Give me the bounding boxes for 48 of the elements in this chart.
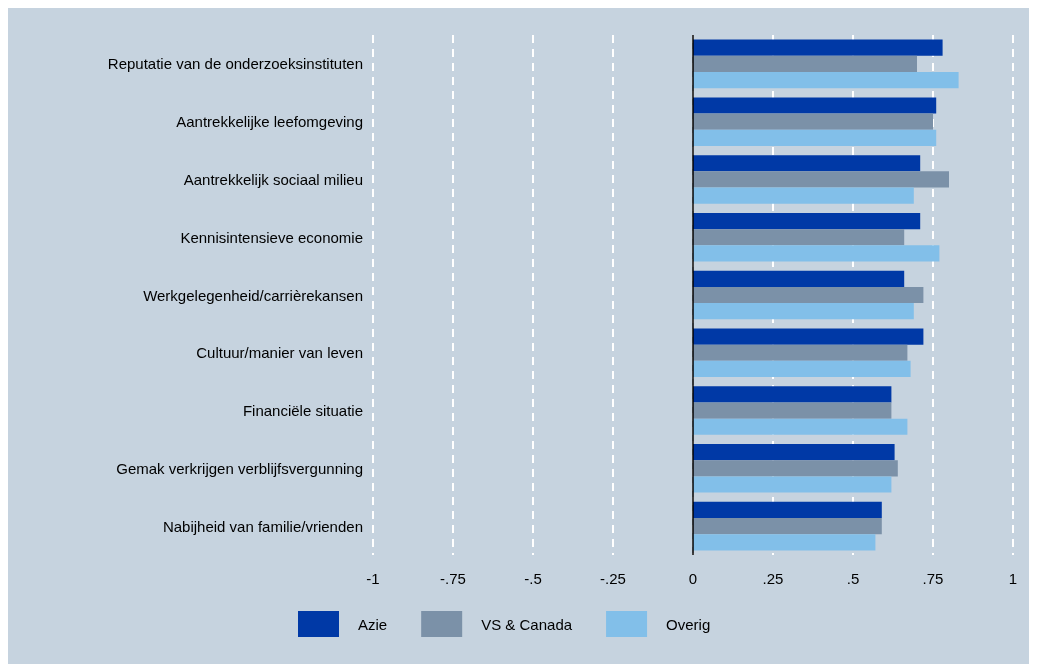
bar: [693, 187, 914, 204]
bar: [693, 129, 937, 146]
y-tick-label: Reputatie van de onderzoeksinstituten: [107, 55, 363, 73]
legend-label: VS & Canada: [481, 615, 573, 633]
x-tick-label: -.5: [524, 570, 542, 587]
bar: [693, 418, 908, 435]
bar: [693, 229, 905, 246]
bar: [693, 97, 937, 114]
bar: [693, 212, 921, 230]
bar: [693, 328, 924, 345]
bar: [693, 303, 914, 320]
bar: [693, 55, 917, 72]
x-tick-label: .5: [846, 570, 860, 587]
y-tick-label: Aantrekkelijke leefomgeving: [176, 113, 363, 131]
bar: [693, 286, 924, 304]
bar: [693, 518, 882, 535]
x-tick-label: -.75: [440, 570, 466, 587]
x-tick-label: .75: [922, 570, 944, 587]
y-tick-label: Aantrekkelijk sociaal milieu: [183, 170, 363, 188]
y-tick-label: Financiële situatie: [242, 402, 363, 420]
bar: [693, 501, 882, 519]
x-tick-label: -1: [366, 570, 380, 587]
x-tick-label: .25: [762, 570, 784, 587]
legend-label: Azie: [358, 615, 388, 633]
bar: [693, 113, 933, 130]
bar: [693, 344, 908, 361]
bar: [693, 245, 940, 262]
y-tick-label: Nabijheid van familie/vrienden: [162, 517, 363, 535]
bar: [693, 270, 905, 287]
bar: [693, 402, 892, 419]
y-tick-label: Cultuur/manier van leven: [196, 344, 363, 362]
bar: [693, 155, 921, 172]
bar: [693, 39, 943, 56]
bar: [693, 476, 892, 493]
y-tick-label: Werkgelegenheid/carrièrekansen: [143, 286, 363, 304]
x-tick-label: 1: [1008, 570, 1018, 587]
bar: [693, 71, 959, 89]
y-tick-label: Kennisintensieve economie: [180, 228, 363, 246]
legend-label: Overig: [666, 615, 711, 633]
bar: [693, 460, 898, 477]
y-tick-label: Gemak verkrijgen verblijfsvergunning: [116, 459, 363, 477]
bar: [693, 386, 892, 403]
bar: [693, 360, 911, 378]
bar: [693, 171, 949, 188]
x-tick-label: 0: [688, 570, 698, 587]
bar: [693, 534, 876, 551]
bar: [693, 444, 895, 461]
x-tick-label: -.25: [600, 570, 626, 587]
